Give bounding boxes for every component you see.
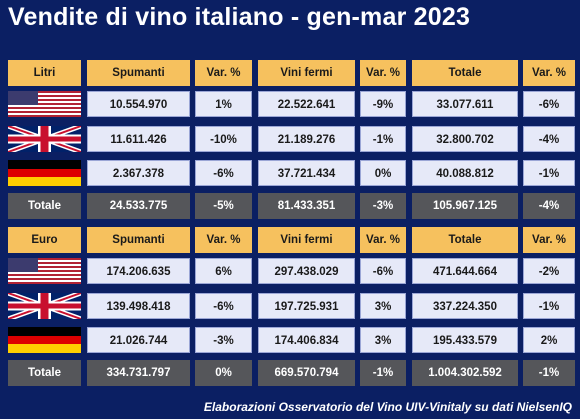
table-row-germany: 2.367.378 -6% 37.721.434 0% 40.088.812 -…: [0, 160, 580, 186]
cell-totale: 33.077.611: [412, 91, 518, 117]
col-header-var: Var. %: [360, 227, 406, 253]
de-flag-icon: [8, 160, 81, 186]
cell-vini-fermi: 81.433.351: [258, 193, 355, 219]
cell-spumanti: 21.026.744: [87, 327, 190, 353]
cell-vini-fermi: 297.438.029: [258, 258, 355, 284]
table-row-usa: 174.206.635 6% 297.438.029 -6% 471.644.6…: [0, 258, 580, 284]
cell-vini-fermi: 197.725.931: [258, 293, 355, 319]
cell-var: -5%: [195, 193, 252, 219]
cell-totale: 471.644.664: [412, 258, 518, 284]
col-header-var: Var. %: [523, 60, 575, 86]
de-flag-icon: [8, 327, 81, 353]
col-header-vini-fermi: Vini fermi: [258, 227, 355, 253]
cell-var: -4%: [523, 126, 575, 152]
cell-spumanti: 174.206.635: [87, 258, 190, 284]
cell-var: 0%: [195, 360, 252, 386]
table-unit-label: Euro: [8, 227, 81, 253]
cell-vini-fermi: 37.721.434: [258, 160, 355, 186]
cell-totale: 1.004.302.592: [412, 360, 518, 386]
cell-var: -4%: [523, 193, 575, 219]
cell-var: 0%: [360, 160, 406, 186]
total-row: Totale 24.533.775 -5% 81.433.351 -3% 105…: [0, 193, 580, 219]
table-unit-label: Litri: [8, 60, 81, 86]
total-label: Totale: [8, 360, 81, 386]
cell-var: -1%: [523, 293, 575, 319]
cell-var: -2%: [523, 258, 575, 284]
us-flag-icon: [8, 91, 81, 117]
cell-totale: 337.224.350: [412, 293, 518, 319]
cell-var: -9%: [360, 91, 406, 117]
cell-var: -1%: [523, 360, 575, 386]
total-label: Totale: [8, 193, 81, 219]
cell-totale: 195.433.579: [412, 327, 518, 353]
col-header-totale: Totale: [412, 60, 518, 86]
uk-flag-icon: [8, 126, 81, 152]
uk-flag-icon: [8, 293, 81, 319]
cell-var: -6%: [195, 293, 252, 319]
col-header-var: Var. %: [195, 227, 252, 253]
cell-var: -1%: [523, 160, 575, 186]
cell-spumanti: 11.611.426: [87, 126, 190, 152]
cell-var: 3%: [360, 327, 406, 353]
col-header-vini-fermi: Vini fermi: [258, 60, 355, 86]
col-header-spumanti: Spumanti: [87, 60, 190, 86]
col-header-var: Var. %: [195, 60, 252, 86]
col-header-var: Var. %: [523, 227, 575, 253]
cell-totale: 32.800.702: [412, 126, 518, 152]
table-row-germany: 21.026.744 -3% 174.406.834 3% 195.433.57…: [0, 327, 580, 353]
cell-spumanti: 139.498.418: [87, 293, 190, 319]
cell-var: -1%: [360, 126, 406, 152]
header-row: Euro Spumanti Var. % Vini fermi Var. % T…: [0, 227, 580, 253]
cell-spumanti: 10.554.970: [87, 91, 190, 117]
cell-var: -1%: [360, 360, 406, 386]
cell-vini-fermi: 22.522.641: [258, 91, 355, 117]
cell-vini-fermi: 669.570.794: [258, 360, 355, 386]
cell-var: -6%: [195, 160, 252, 186]
cell-totale: 40.088.812: [412, 160, 518, 186]
cell-var: -6%: [360, 258, 406, 284]
col-header-var: Var. %: [360, 60, 406, 86]
cell-var: -10%: [195, 126, 252, 152]
source-footer: Elaborazioni Osservatorio del Vino UIV-V…: [203, 400, 572, 414]
cell-spumanti: 24.533.775: [87, 193, 190, 219]
cell-spumanti: 334.731.797: [87, 360, 190, 386]
total-row: Totale 334.731.797 0% 669.570.794 -1% 1.…: [0, 360, 580, 386]
cell-var: 6%: [195, 258, 252, 284]
cell-var: -3%: [360, 193, 406, 219]
cell-spumanti: 2.367.378: [87, 160, 190, 186]
us-flag-icon: [8, 258, 81, 284]
cell-totale: 105.967.125: [412, 193, 518, 219]
cell-var: 1%: [195, 91, 252, 117]
cell-var: 3%: [360, 293, 406, 319]
col-header-totale: Totale: [412, 227, 518, 253]
cell-var: 2%: [523, 327, 575, 353]
cell-var: -3%: [195, 327, 252, 353]
table-row-uk: 11.611.426 -10% 21.189.276 -1% 32.800.70…: [0, 126, 580, 152]
cell-vini-fermi: 21.189.276: [258, 126, 355, 152]
header-row: Litri Spumanti Var. % Vini fermi Var. % …: [0, 60, 580, 86]
cell-var: -6%: [523, 91, 575, 117]
cell-vini-fermi: 174.406.834: [258, 327, 355, 353]
page-title: Vendite di vino italiano - gen-mar 2023: [8, 3, 471, 31]
table-row-usa: 10.554.970 1% 22.522.641 -9% 33.077.611 …: [0, 91, 580, 117]
col-header-spumanti: Spumanti: [87, 227, 190, 253]
table-row-uk: 139.498.418 -6% 197.725.931 3% 337.224.3…: [0, 293, 580, 319]
